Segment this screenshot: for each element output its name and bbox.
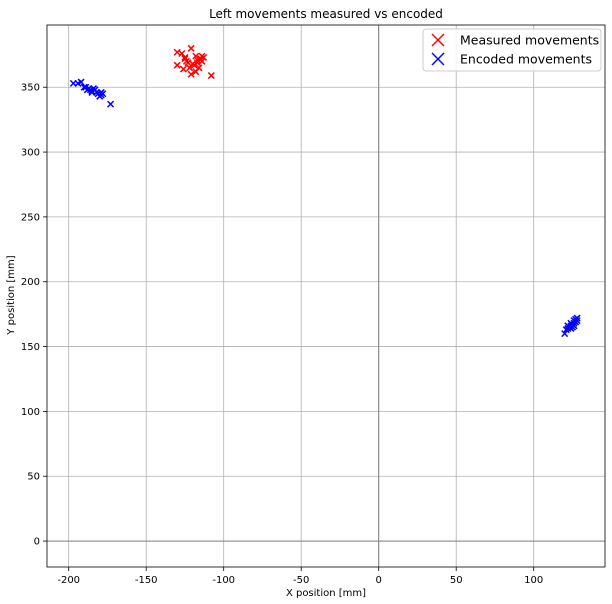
x-tick-label: -100 [212, 575, 235, 586]
y-tick-label: 250 [21, 212, 40, 223]
encoded-movements-point [107, 100, 115, 108]
measured-movements-point [190, 61, 198, 69]
y-tick-label: 150 [21, 342, 40, 353]
measured-movements-point [179, 65, 187, 73]
measured-movements-point [181, 53, 189, 61]
measured-movements-point [187, 44, 195, 52]
grid [47, 25, 605, 567]
encoded-movements-point [82, 83, 90, 91]
y-axis-label: Y position [mm] [6, 255, 17, 335]
measured-movements-point [192, 68, 200, 76]
x-tick-label: 50 [450, 575, 463, 586]
y-tick-label: 100 [21, 407, 40, 418]
legend: Measured movements Encoded movements [422, 28, 602, 72]
x-tick-label: -50 [293, 575, 309, 586]
x-axis-ticks: -200 -150 -100 -50 0 50 100 [57, 567, 543, 586]
measured-movements-point [187, 70, 195, 78]
legend-marker-encoded-movements [431, 52, 445, 66]
data-points [69, 44, 581, 338]
x-tick-label: 0 [376, 575, 382, 586]
measured-movements-point [192, 52, 200, 60]
measured-movements-point [173, 61, 181, 69]
legend-box [422, 28, 602, 72]
y-axis-ticks: 0 50 100 150 200 250 300 350 [21, 83, 47, 548]
measured-movements-point [186, 64, 194, 72]
y-tick-label: 350 [21, 83, 40, 94]
plot-frame [46, 24, 606, 568]
legend-label-measured-movements: Measured movements [460, 33, 599, 48]
x-tick-label: -150 [135, 575, 158, 586]
x-tick-label: -200 [57, 575, 80, 586]
y-tick-label: 0 [34, 537, 40, 548]
zero-lines [47, 25, 605, 567]
encoded-movements-series [69, 78, 581, 338]
measured-movements-point [198, 52, 206, 60]
measured-movements-point [207, 72, 215, 80]
x-axis-label: X position [mm] [286, 588, 366, 599]
y-tick-label: 50 [27, 472, 40, 483]
measured-movements-point [184, 59, 192, 67]
x-tick-label: 100 [524, 575, 543, 586]
legend-marker-measured-movements [431, 33, 445, 47]
encoded-movements-point [570, 317, 578, 325]
legend-label-encoded-movements: Encoded movements [460, 52, 592, 67]
encoded-movements-point [561, 330, 569, 338]
encoded-movements-point [99, 90, 107, 98]
y-tick-label: 200 [21, 277, 40, 288]
chart-title: Left movements measured vs encoded [209, 7, 443, 21]
encoded-movements-point [88, 88, 96, 96]
y-tick-label: 300 [21, 148, 40, 159]
measured-movements-series [173, 44, 215, 80]
